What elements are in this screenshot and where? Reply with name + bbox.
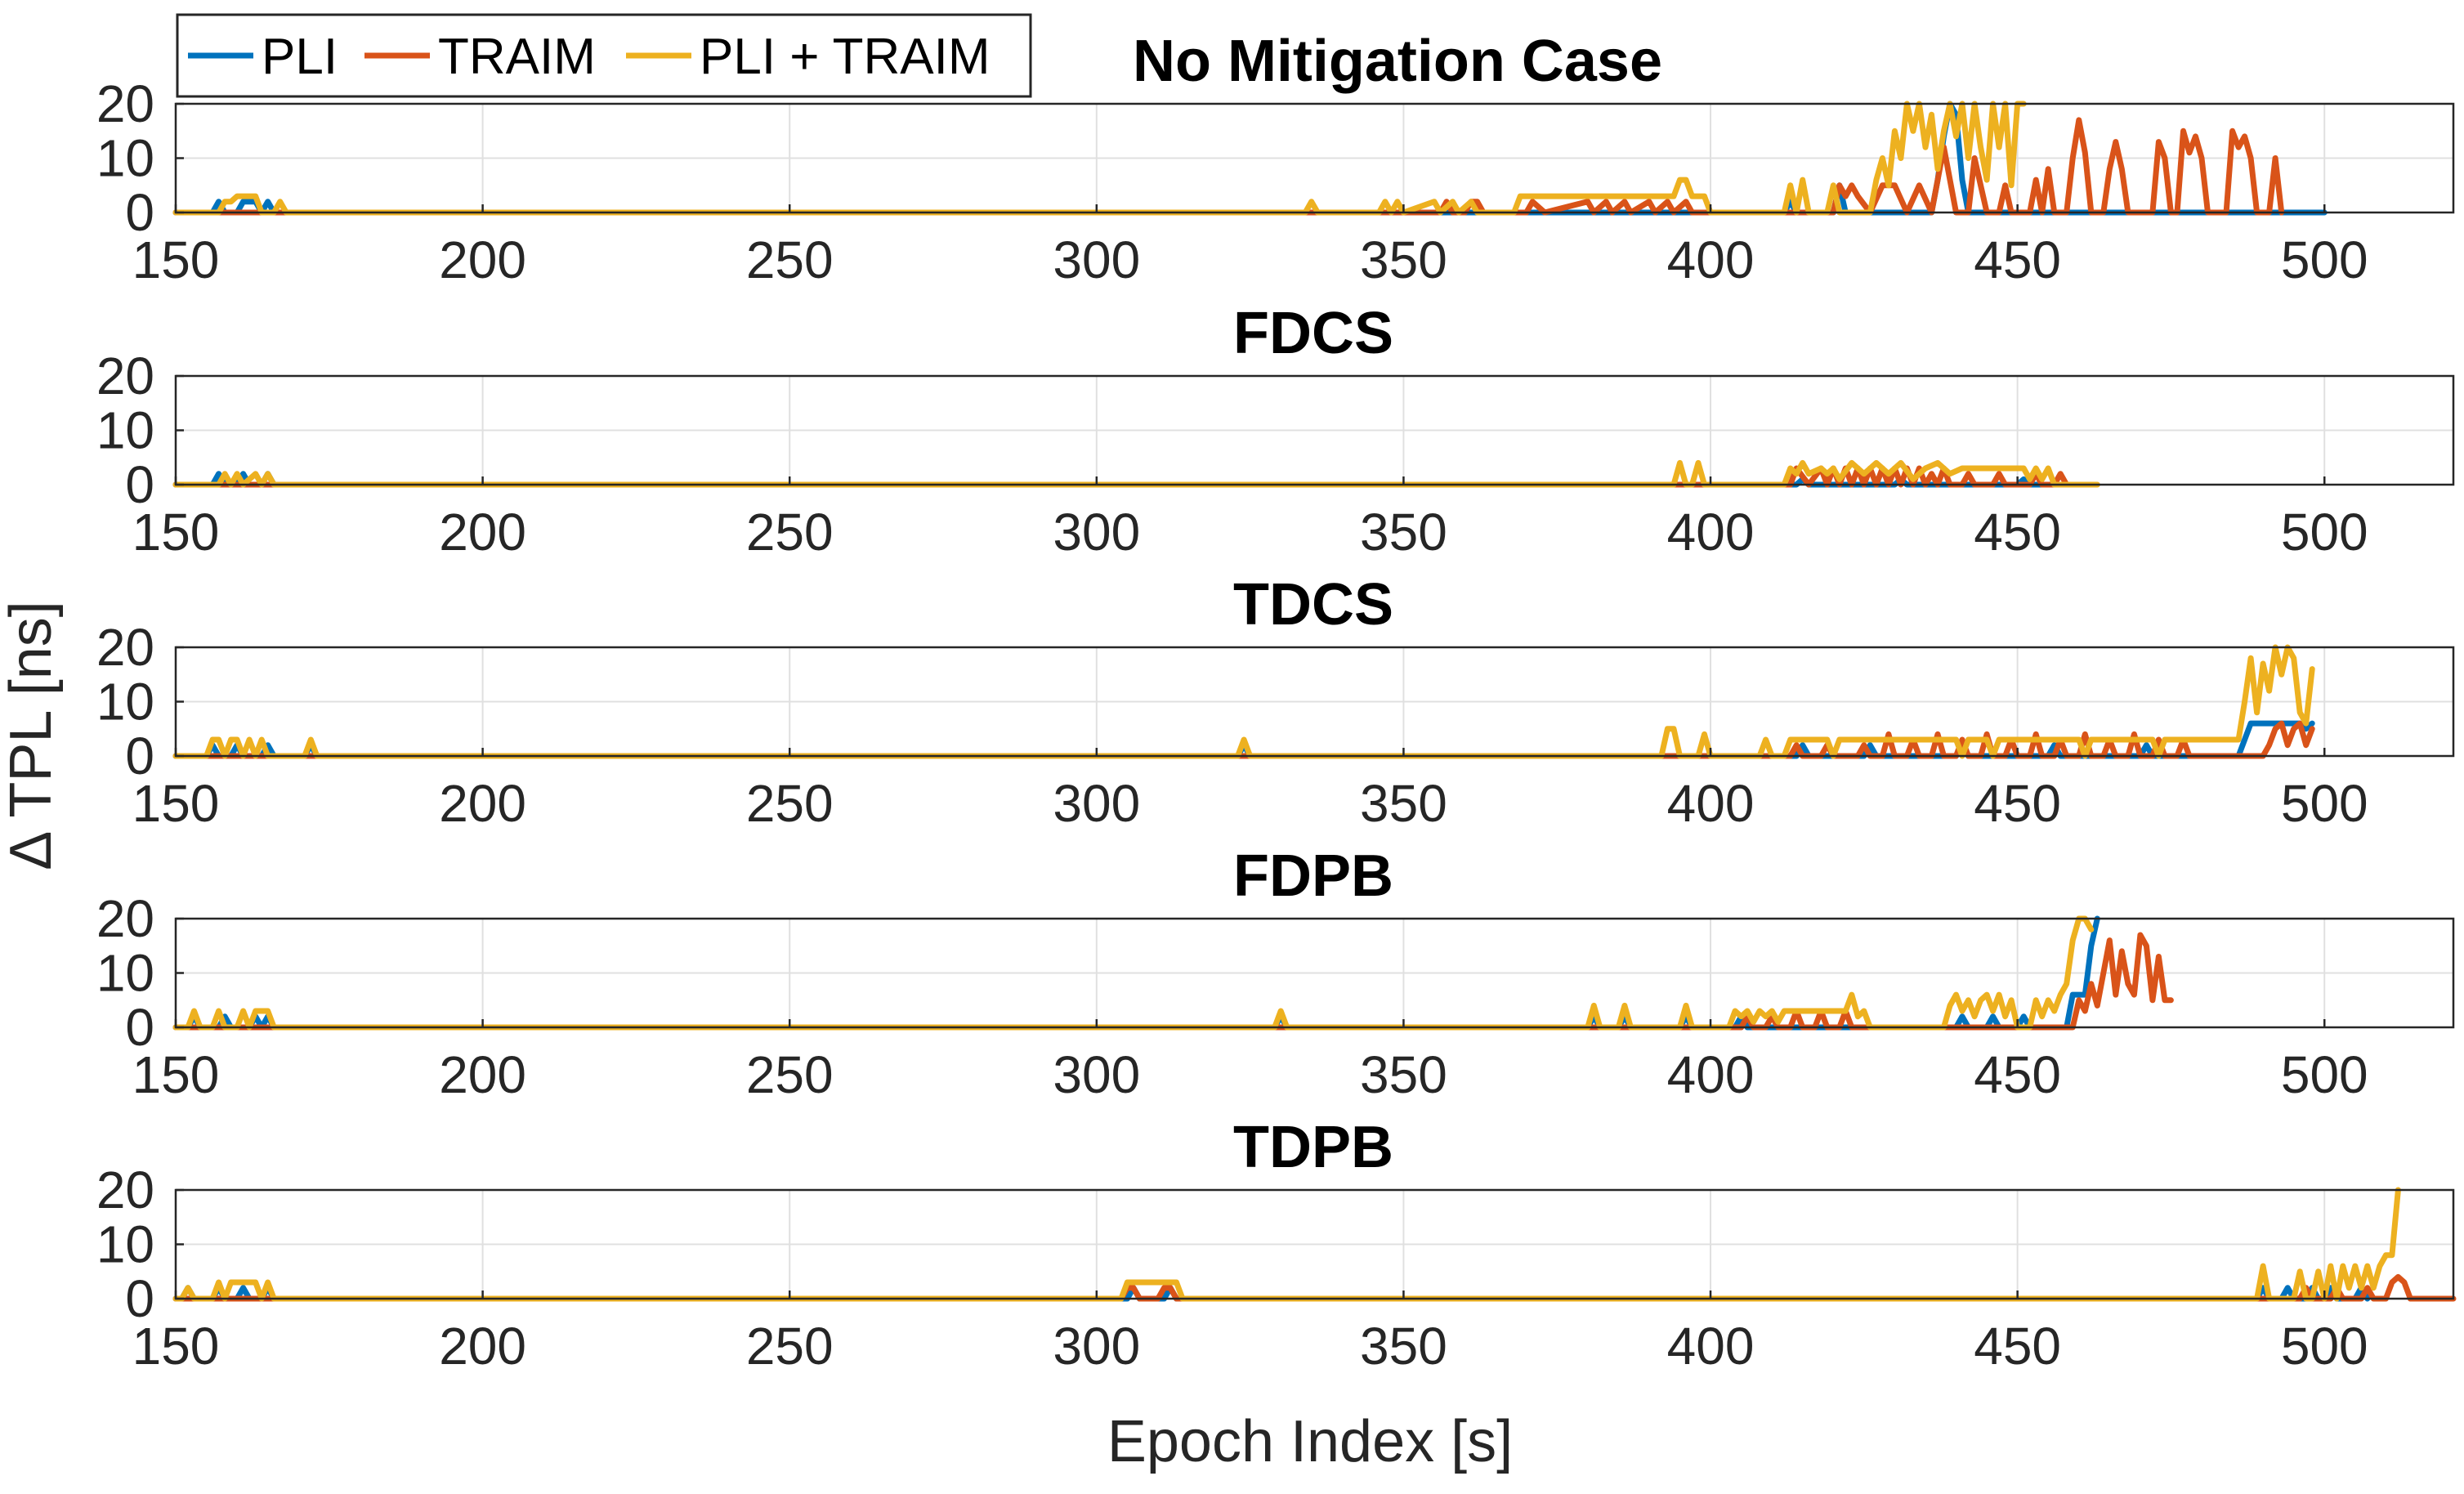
x-tick-label: 450 bbox=[1974, 1045, 2061, 1104]
legend: PLI TRAIM PLI + TRAIM bbox=[176, 13, 1032, 98]
x-tick-label: 250 bbox=[746, 230, 834, 289]
x-tick-label: 150 bbox=[132, 1045, 220, 1104]
x-tick-label: 350 bbox=[1360, 230, 1447, 289]
y-axis-label: Δ TPL [ns] bbox=[0, 601, 64, 870]
x-tick-label: 450 bbox=[1974, 230, 2061, 289]
x-tick-label: 350 bbox=[1360, 1317, 1447, 1375]
legend-label-traim: TRAIM bbox=[438, 29, 596, 85]
x-tick-label: 200 bbox=[439, 1317, 526, 1375]
x-tick-label: 200 bbox=[439, 230, 526, 289]
y-tick-label: 20 bbox=[96, 74, 154, 133]
x-axis-label: Epoch Index [s] bbox=[1107, 1409, 1513, 1474]
y-tick-label: 20 bbox=[96, 618, 154, 677]
x-tick-label: 300 bbox=[1053, 1317, 1140, 1375]
y-tick-label: 20 bbox=[96, 889, 154, 948]
legend-box bbox=[176, 13, 1032, 98]
y-tick-label: 0 bbox=[125, 998, 154, 1057]
x-tick-label: 400 bbox=[1667, 230, 1755, 289]
panel-title: FDCS bbox=[1233, 301, 1393, 366]
x-tick-label: 400 bbox=[1667, 503, 1755, 561]
legend-label-pli: PLI bbox=[262, 29, 338, 85]
x-tick-label: 400 bbox=[1667, 774, 1755, 833]
x-tick-label: 500 bbox=[2281, 230, 2368, 289]
y-tick-label: 10 bbox=[96, 129, 154, 188]
x-tick-label: 200 bbox=[439, 503, 526, 561]
series-line-pli-traim bbox=[172, 644, 2315, 759]
x-tick-label: 400 bbox=[1667, 1317, 1755, 1375]
x-tick-label: 250 bbox=[746, 1045, 834, 1104]
x-tick-label: 400 bbox=[1667, 1045, 1755, 1104]
y-tick-label: 20 bbox=[96, 1161, 154, 1219]
legend-items: PLI TRAIM PLI + TRAIM bbox=[188, 29, 990, 85]
x-tick-label: 300 bbox=[1053, 774, 1140, 833]
y-tick-label: 10 bbox=[96, 1215, 154, 1274]
x-tick-label: 500 bbox=[2281, 503, 2368, 561]
x-tick-label: 250 bbox=[746, 774, 834, 833]
panel-title: TDPB bbox=[1233, 1115, 1393, 1180]
y-tick-label: 10 bbox=[96, 944, 154, 1003]
x-tick-label: 200 bbox=[439, 1045, 526, 1104]
x-tick-label: 150 bbox=[132, 774, 220, 833]
x-tick-label: 250 bbox=[746, 503, 834, 561]
x-tick-label: 250 bbox=[746, 1317, 834, 1375]
x-tick-label: 350 bbox=[1360, 1045, 1447, 1104]
x-tick-label: 150 bbox=[132, 503, 220, 561]
y-tick-label: 10 bbox=[96, 401, 154, 460]
y-tick-label: 0 bbox=[125, 1269, 154, 1328]
x-tick-label: 500 bbox=[2281, 1045, 2368, 1104]
x-tick-label: 300 bbox=[1053, 230, 1140, 289]
legend-label-pli-traim: PLI + TRAIM bbox=[700, 29, 990, 85]
x-tick-label: 500 bbox=[2281, 1317, 2368, 1375]
x-tick-label: 200 bbox=[439, 774, 526, 833]
x-tick-label: 500 bbox=[2281, 774, 2368, 833]
panel-title: No Mitigation Case bbox=[1133, 29, 1662, 94]
x-tick-label: 300 bbox=[1053, 1045, 1140, 1104]
y-tick-label: 0 bbox=[125, 727, 154, 785]
series-line-traim bbox=[172, 117, 2285, 216]
x-tick-label: 450 bbox=[1974, 774, 2061, 833]
x-tick-label: 300 bbox=[1053, 503, 1140, 561]
x-tick-label: 450 bbox=[1974, 503, 2061, 561]
x-tick-label: 350 bbox=[1360, 774, 1447, 833]
x-tick-label: 150 bbox=[132, 1317, 220, 1375]
panel-title: FDPB bbox=[1233, 843, 1393, 909]
panel-title: TDCS bbox=[1233, 572, 1393, 637]
y-tick-label: 10 bbox=[96, 673, 154, 731]
series-line-pli-traim bbox=[172, 101, 2027, 216]
y-tick-label: 0 bbox=[125, 183, 154, 242]
x-tick-label: 450 bbox=[1974, 1317, 2061, 1375]
x-tick-label: 350 bbox=[1360, 503, 1447, 561]
y-tick-label: 20 bbox=[96, 347, 154, 405]
y-tick-label: 0 bbox=[125, 455, 154, 514]
x-tick-label: 150 bbox=[132, 230, 220, 289]
